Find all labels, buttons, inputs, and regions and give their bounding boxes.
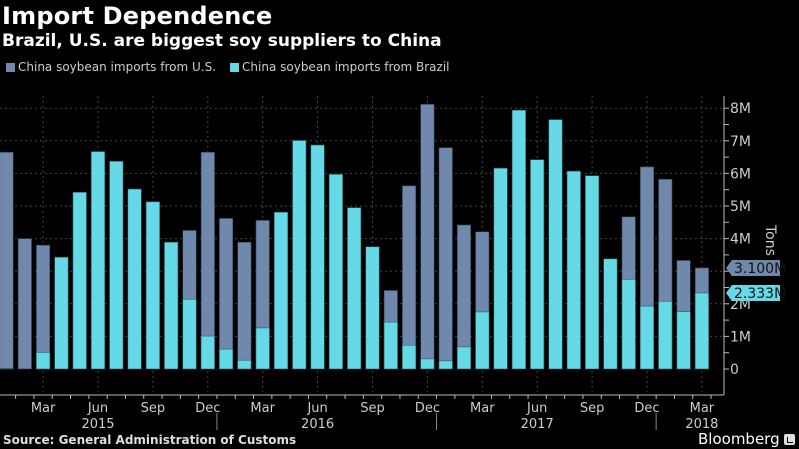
bar-brazil: [566, 170, 581, 370]
bar-brazil: [402, 344, 417, 370]
bar-brazil: [164, 241, 179, 370]
bar-brazil: [548, 119, 563, 370]
x-tick-label: Mar: [31, 401, 56, 416]
year-label: 2015: [81, 417, 114, 432]
bar-brazil: [676, 311, 691, 370]
bar-brazil: [694, 292, 709, 370]
bar-us: [438, 147, 453, 370]
legend-label-brazil: China soybean imports from Brazil: [242, 60, 450, 74]
legend: China soybean imports from U.S. China so…: [6, 60, 450, 74]
bar-brazil: [182, 298, 197, 370]
bar-brazil: [200, 335, 215, 370]
brand-name: Bloomberg: [698, 430, 780, 448]
year-label: 2017: [521, 417, 554, 432]
bar-us: [237, 241, 252, 370]
x-tick-label: Jun: [526, 401, 547, 416]
bar-brazil: [475, 311, 490, 370]
bar-brazil: [90, 151, 106, 370]
bloomberg-brand: Bloomberg: [698, 430, 795, 448]
x-tick-label: Dec: [415, 401, 440, 416]
x-tick-label: Sep: [580, 401, 605, 416]
bloomberg-logo-icon: [783, 433, 795, 445]
y-tick-label: 1M: [730, 329, 751, 345]
bar-brazil: [0, 368, 14, 370]
bar-brazil: [328, 174, 343, 370]
y-tick-label: 6M: [730, 166, 751, 182]
bar-brazil: [347, 207, 362, 370]
last-value-us-box: [726, 259, 780, 276]
legend-item-brazil: China soybean imports from Brazil: [230, 60, 450, 74]
bar-brazil: [438, 360, 453, 370]
last-value-brazil-text: 2.333M: [734, 286, 786, 302]
x-tick-label: Dec: [634, 401, 659, 416]
bar-us: [17, 238, 32, 370]
bar-brazil: [292, 140, 307, 370]
bar-brazil: [255, 327, 270, 370]
bar-brazil: [585, 175, 600, 370]
x-tick-label: Mar: [250, 401, 275, 416]
bar-brazil: [310, 144, 325, 370]
bar-brazil: [36, 352, 51, 370]
bar-us: [36, 244, 51, 370]
chart-title: Import Dependence: [2, 2, 273, 30]
bar-brazil: [365, 246, 380, 370]
y-tick-label: 5M: [730, 199, 751, 215]
x-tick-label: Sep: [360, 401, 385, 416]
bar-brazil: [127, 188, 142, 370]
bar-brazil: [420, 358, 435, 370]
bar-brazil: [273, 211, 289, 370]
year-label: 2018: [685, 417, 718, 432]
x-tick-label: Sep: [141, 401, 166, 416]
source-note: Source: General Administration of Custom…: [3, 433, 297, 447]
chart-subtitle: Brazil, U.S. are biggest soy suppliers t…: [2, 31, 442, 51]
bar-brazil: [219, 348, 234, 370]
y-tick-label: 7M: [730, 134, 751, 150]
y-tick-label: 4M: [730, 232, 751, 248]
bar-brazil: [493, 167, 508, 370]
bar-us: [402, 185, 417, 370]
legend-swatch-us: [6, 62, 15, 72]
bar-brazil: [54, 256, 69, 370]
bar-brazil: [383, 321, 398, 370]
bar-brazil: [109, 161, 124, 370]
y-tick-label: 0: [730, 362, 739, 378]
legend-swatch-brazil: [230, 62, 240, 72]
x-tick-label: Mar: [470, 401, 495, 416]
bar-brazil: [145, 201, 160, 370]
bar-brazil: [621, 279, 636, 370]
bar-brazil: [237, 359, 252, 370]
x-tick-label: Dec: [195, 401, 220, 416]
legend-item-us: China soybean imports from U.S.: [6, 60, 216, 74]
bar-brazil: [658, 300, 673, 370]
bar-brazil: [530, 159, 545, 370]
x-tick-label: Mar: [690, 401, 715, 416]
last-value-brazil-box: [726, 284, 780, 301]
x-tick-label: Jun: [87, 401, 108, 416]
year-label: 2016: [301, 417, 334, 432]
bar-brazil: [72, 192, 87, 370]
y-axis-label: Tons: [762, 225, 778, 256]
bar-us: [420, 103, 435, 370]
bar-us: [219, 218, 234, 370]
bar-brazil: [456, 346, 472, 370]
legend-label-us: China soybean imports from U.S.: [18, 60, 217, 74]
bar-brazil: [603, 258, 618, 370]
bar-brazil: [639, 305, 655, 370]
x-tick-label: Jun: [306, 401, 327, 416]
y-tick-label: 8M: [730, 101, 751, 117]
last-value-us-text: 3.100M: [734, 261, 786, 277]
bar-us: [0, 151, 14, 370]
bar-brazil: [511, 109, 526, 370]
